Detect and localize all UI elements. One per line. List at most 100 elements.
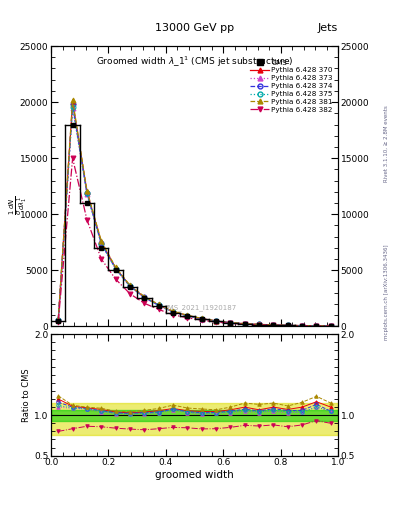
Pythia 6.428 375 xyxy=(314,323,319,329)
Pythia 6.428 375 xyxy=(329,323,333,329)
Pythia 6.428 370 xyxy=(185,312,190,318)
Pythia 6.428 370 xyxy=(142,294,147,300)
Pythia 6.428 382 xyxy=(99,256,104,262)
Pythia 6.428 381 xyxy=(329,323,333,329)
Pythia 6.428 381 xyxy=(271,322,276,328)
Pythia 6.428 374 xyxy=(300,323,305,329)
Pythia 6.428 374 xyxy=(56,317,61,323)
Pythia 6.428 375 xyxy=(199,316,204,322)
Pythia 6.428 382 xyxy=(329,323,333,329)
Line: Pythia 6.428 374: Pythia 6.428 374 xyxy=(56,102,333,328)
Text: $\frac{1}{\sigma}\frac{dN}{d\lambda_1^1}$: $\frac{1}{\sigma}\frac{dN}{d\lambda_1^1}… xyxy=(8,195,29,215)
Pythia 6.428 374 xyxy=(99,240,104,246)
Pythia 6.428 382 xyxy=(185,315,190,321)
Pythia 6.428 374 xyxy=(285,323,290,329)
Pythia 6.428 375 xyxy=(56,317,61,323)
Pythia 6.428 375 xyxy=(70,103,75,110)
Pythia 6.428 375 xyxy=(214,318,219,324)
Pythia 6.428 370 xyxy=(171,309,175,315)
Line: Pythia 6.428 375: Pythia 6.428 375 xyxy=(56,104,333,328)
Pythia 6.428 370 xyxy=(128,283,132,289)
Pythia 6.428 370 xyxy=(199,315,204,322)
Pythia 6.428 381 xyxy=(56,316,61,323)
Pythia 6.428 382 xyxy=(271,322,276,328)
Line: Pythia 6.428 373: Pythia 6.428 373 xyxy=(56,105,333,328)
Pythia 6.428 373 xyxy=(56,317,61,323)
Pythia 6.428 373 xyxy=(329,323,333,329)
Pythia 6.428 381 xyxy=(242,321,247,327)
Pythia 6.428 381 xyxy=(156,302,161,308)
Pythia 6.428 370 xyxy=(56,316,61,323)
Pythia 6.428 373 xyxy=(228,319,233,326)
Pythia 6.428 374 xyxy=(199,316,204,322)
Y-axis label: Ratio to CMS: Ratio to CMS xyxy=(22,368,31,422)
Pythia 6.428 373 xyxy=(285,323,290,329)
Pythia 6.428 375 xyxy=(99,241,104,247)
Pythia 6.428 381 xyxy=(142,293,147,300)
Pythia 6.428 370 xyxy=(257,322,261,328)
Line: Pythia 6.428 382: Pythia 6.428 382 xyxy=(56,156,333,329)
Pythia 6.428 373 xyxy=(70,104,75,111)
Pythia 6.428 382 xyxy=(113,276,118,282)
Line: Pythia 6.428 381: Pythia 6.428 381 xyxy=(56,97,333,328)
Pythia 6.428 382 xyxy=(142,300,147,306)
Pythia 6.428 382 xyxy=(228,321,233,327)
Pythia 6.428 370 xyxy=(329,323,333,329)
Pythia 6.428 373 xyxy=(171,309,175,315)
Pythia 6.428 375 xyxy=(84,190,89,197)
Pythia 6.428 374 xyxy=(242,321,247,327)
Pythia 6.428 375 xyxy=(285,323,290,329)
Pythia 6.428 382 xyxy=(128,291,132,297)
Text: Groomed width $\lambda\_1^1$ (CMS jet substructure): Groomed width $\lambda\_1^1$ (CMS jet su… xyxy=(96,54,293,69)
Pythia 6.428 370 xyxy=(314,323,319,329)
Pythia 6.428 381 xyxy=(300,323,305,329)
Pythia 6.428 382 xyxy=(257,322,261,328)
Pythia 6.428 381 xyxy=(128,282,132,288)
Pythia 6.428 374 xyxy=(185,313,190,319)
Pythia 6.428 373 xyxy=(271,322,276,328)
Pythia 6.428 381 xyxy=(185,312,190,318)
Pythia 6.428 375 xyxy=(142,294,147,301)
Bar xyxy=(51,410,338,421)
Pythia 6.428 382 xyxy=(314,323,319,329)
Pythia 6.428 382 xyxy=(242,321,247,327)
Pythia 6.428 375 xyxy=(171,309,175,315)
Pythia 6.428 373 xyxy=(185,313,190,319)
Pythia 6.428 370 xyxy=(214,318,219,324)
Pythia 6.428 382 xyxy=(84,217,89,223)
Bar xyxy=(51,403,338,435)
Pythia 6.428 381 xyxy=(199,315,204,322)
Pythia 6.428 375 xyxy=(156,302,161,308)
Pythia 6.428 373 xyxy=(300,323,305,329)
Pythia 6.428 381 xyxy=(84,187,89,194)
Pythia 6.428 374 xyxy=(128,283,132,289)
Pythia 6.428 373 xyxy=(142,294,147,301)
Line: Pythia 6.428 370: Pythia 6.428 370 xyxy=(56,100,333,328)
X-axis label: groomed width: groomed width xyxy=(155,470,234,480)
Pythia 6.428 381 xyxy=(257,321,261,327)
Pythia 6.428 382 xyxy=(156,306,161,312)
Pythia 6.428 375 xyxy=(271,322,276,328)
Pythia 6.428 374 xyxy=(156,302,161,308)
Pythia 6.428 381 xyxy=(228,319,233,326)
Pythia 6.428 382 xyxy=(199,317,204,323)
Pythia 6.428 374 xyxy=(329,323,333,329)
Pythia 6.428 381 xyxy=(285,322,290,328)
Pythia 6.428 373 xyxy=(314,323,319,329)
Pythia 6.428 375 xyxy=(185,313,190,319)
Text: Jets: Jets xyxy=(318,23,338,33)
Pythia 6.428 373 xyxy=(242,321,247,327)
Pythia 6.428 373 xyxy=(113,266,118,272)
Pythia 6.428 382 xyxy=(171,312,175,318)
Pythia 6.428 373 xyxy=(199,316,204,322)
Pythia 6.428 374 xyxy=(171,309,175,315)
Pythia 6.428 374 xyxy=(314,323,319,329)
Pythia 6.428 370 xyxy=(84,189,89,195)
Text: Rivet 3.1.10, ≥ 2.8M events: Rivet 3.1.10, ≥ 2.8M events xyxy=(384,105,389,182)
Pythia 6.428 382 xyxy=(214,319,219,325)
Pythia 6.428 375 xyxy=(228,319,233,326)
Pythia 6.428 374 xyxy=(142,294,147,301)
Pythia 6.428 373 xyxy=(128,283,132,289)
Pythia 6.428 382 xyxy=(70,155,75,161)
Pythia 6.428 374 xyxy=(70,101,75,108)
